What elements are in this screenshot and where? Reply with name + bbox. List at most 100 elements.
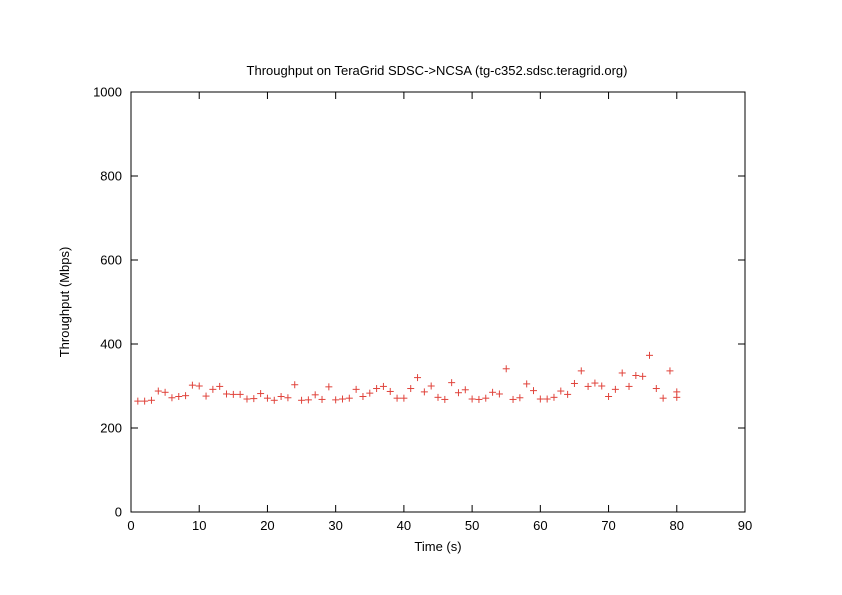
data-point — [659, 394, 667, 402]
data-point — [591, 379, 599, 387]
data-point — [318, 395, 326, 403]
x-tick-label: 30 — [328, 518, 342, 533]
data-point — [536, 395, 544, 403]
data-point — [209, 385, 217, 393]
data-point — [557, 387, 565, 395]
data-point — [257, 390, 265, 398]
data-point — [523, 380, 531, 388]
data-point — [345, 394, 353, 402]
data-point — [618, 369, 626, 377]
x-tick-label: 80 — [670, 518, 684, 533]
data-point — [414, 374, 422, 382]
data-point — [298, 396, 306, 404]
data-point — [270, 396, 278, 404]
y-tick-label: 0 — [115, 505, 122, 520]
data-point — [530, 387, 538, 395]
data-point — [223, 390, 231, 398]
data-point — [407, 385, 415, 393]
data-series — [134, 351, 681, 405]
x-axis-label: Time (s) — [414, 539, 461, 554]
data-point — [441, 395, 449, 403]
data-point — [495, 390, 503, 398]
data-point — [625, 382, 633, 390]
x-tick-label: 60 — [533, 518, 547, 533]
plot-frame — [130, 91, 746, 513]
data-point — [175, 393, 183, 400]
x-tick-label: 20 — [260, 518, 274, 533]
data-point — [570, 379, 578, 387]
data-point — [454, 389, 462, 397]
data-point — [325, 383, 333, 391]
x-tick-label: 50 — [465, 518, 479, 533]
data-point — [461, 386, 469, 394]
data-point — [611, 385, 619, 393]
data-point — [379, 382, 387, 390]
data-point — [420, 388, 428, 396]
data-point — [632, 372, 640, 379]
data-point — [291, 381, 299, 389]
data-point — [489, 388, 497, 396]
data-point — [277, 393, 285, 400]
data-point — [482, 394, 490, 402]
x-tick-label: 70 — [601, 518, 615, 533]
data-point — [168, 394, 176, 402]
y-axis: 0 200 400 600 800 1000 — [93, 85, 745, 520]
data-point — [564, 390, 572, 398]
data-point — [141, 397, 149, 405]
x-axis: 0 10 20 30 40 50 60 70 80 90 — [127, 92, 752, 533]
data-point — [509, 395, 517, 403]
data-point — [332, 396, 340, 404]
data-point — [161, 388, 169, 396]
data-point — [645, 351, 653, 359]
data-point — [284, 394, 292, 402]
data-point — [263, 394, 271, 402]
data-point — [147, 396, 155, 404]
data-point — [475, 395, 483, 403]
data-point — [216, 382, 224, 390]
data-point — [366, 389, 374, 397]
data-point — [182, 392, 190, 400]
data-point — [250, 395, 258, 403]
data-point — [311, 391, 319, 399]
data-point — [373, 385, 381, 393]
data-point — [598, 382, 606, 390]
y-tick-label: 200 — [100, 421, 122, 436]
data-point — [468, 395, 476, 403]
data-point — [202, 392, 210, 400]
x-tick-label: 10 — [192, 518, 206, 533]
data-point — [516, 394, 524, 402]
y-axis-label: Throughput (Mbps) — [57, 247, 72, 358]
data-point — [584, 382, 592, 390]
data-point — [448, 379, 456, 387]
x-tick-label: 90 — [738, 518, 752, 533]
data-point — [400, 394, 408, 402]
data-point — [243, 395, 251, 403]
data-point — [229, 390, 237, 398]
data-point — [543, 395, 551, 403]
data-point — [639, 372, 647, 380]
x-tick-label: 0 — [127, 518, 134, 533]
data-point — [188, 381, 196, 389]
data-point — [386, 387, 394, 395]
y-tick-label: 800 — [100, 169, 122, 184]
data-point — [393, 394, 401, 402]
data-point — [352, 385, 360, 393]
data-point — [502, 365, 510, 373]
data-point — [673, 388, 681, 396]
data-point — [427, 382, 435, 390]
data-point — [666, 367, 674, 375]
data-point — [195, 382, 203, 390]
data-point — [434, 393, 442, 401]
data-point — [338, 395, 346, 403]
y-tick-label: 600 — [100, 253, 122, 268]
data-point — [236, 390, 244, 398]
data-point — [304, 396, 312, 404]
data-point — [577, 367, 585, 375]
x-tick-label: 40 — [397, 518, 411, 533]
chart-title: Throughput on TeraGrid SDSC->NCSA (tg-c3… — [247, 63, 628, 78]
data-point — [550, 393, 558, 401]
data-point — [652, 385, 660, 393]
y-tick-label: 400 — [100, 337, 122, 352]
data-point — [134, 397, 142, 405]
